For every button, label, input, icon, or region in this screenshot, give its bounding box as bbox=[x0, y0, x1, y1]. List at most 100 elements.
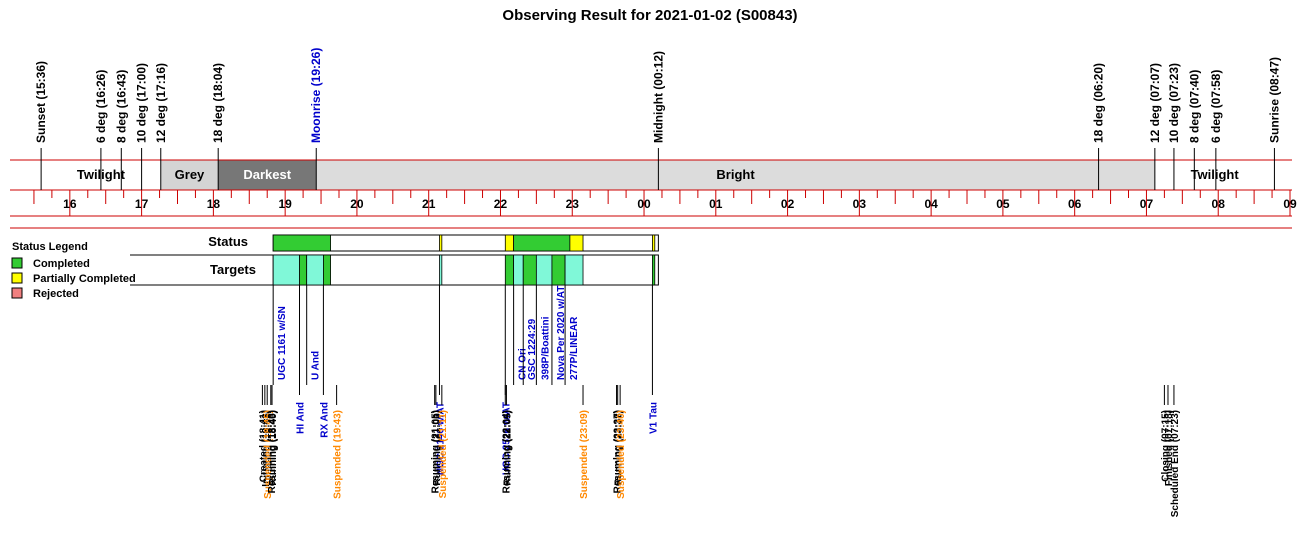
event-label-6: Resuming (21:05) bbox=[431, 410, 442, 493]
sky-band-1 bbox=[160, 160, 219, 190]
hour-tick-label-04: 04 bbox=[924, 197, 938, 211]
hour-tick-label-07: 07 bbox=[1140, 197, 1154, 211]
target-label-9: Nova Per 2020 w/AT bbox=[556, 286, 567, 380]
legend-label-2: Rejected bbox=[33, 288, 79, 300]
hour-tick-label-08: 08 bbox=[1212, 197, 1226, 211]
hour-tick-label-02: 02 bbox=[781, 197, 795, 211]
hour-tick-label-09: 09 bbox=[1283, 197, 1297, 211]
hour-tick-label-19: 19 bbox=[278, 197, 292, 211]
target-segment-10 bbox=[564, 254, 584, 286]
status-segment-5 bbox=[652, 234, 656, 252]
hour-tick-label-17: 17 bbox=[135, 197, 149, 211]
hour-tick-label-01: 01 bbox=[709, 197, 723, 211]
chart-title: Observing Result for 2021-01-02 (S00843) bbox=[502, 7, 797, 24]
target-label-7: GSC 1224:29 bbox=[527, 318, 538, 380]
event-label-11: Suspended (23:09) bbox=[579, 410, 590, 499]
targets-row-label: Targets bbox=[210, 262, 256, 277]
target-label-4: NGC 2146 w/AT bbox=[435, 402, 446, 475]
sky-marker-label-13: Sunrise (08:47) bbox=[1267, 57, 1281, 143]
hour-tick-label-20: 20 bbox=[350, 197, 364, 211]
sky-band-4 bbox=[1154, 160, 1275, 190]
sky-marker-label-3: 10 deg (17:00) bbox=[135, 63, 149, 143]
status-segment-0 bbox=[272, 234, 331, 252]
sky-band-label-4: Twilight bbox=[1191, 167, 1240, 182]
status-segment-3 bbox=[513, 234, 571, 252]
status-segment-4 bbox=[569, 234, 584, 252]
target-segment-9 bbox=[551, 254, 566, 286]
status-segment-1 bbox=[439, 234, 443, 252]
target-label-11: V1 Tau bbox=[648, 402, 659, 434]
target-segment-6 bbox=[513, 254, 524, 286]
event-label-9: Resuming (22:04) bbox=[501, 410, 512, 493]
sky-markers: Sunset (15:36) 6 deg (16:26) 8 deg (16:43)… bbox=[34, 48, 1281, 190]
hour-tick-label-03: 03 bbox=[853, 197, 867, 211]
sky-marker-label-1: 6 deg (16:26) bbox=[94, 70, 108, 143]
event-label-7: Running (21:06) bbox=[432, 410, 443, 486]
legend-label-1: Partially Completed bbox=[33, 273, 136, 285]
status-segment-2 bbox=[504, 234, 515, 252]
sky-band-2 bbox=[218, 160, 317, 190]
time-axis: 16 17 18 19 20 21 22 23 00 01 02 03 04 05 06 07 08 09 bbox=[10, 190, 1297, 229]
target-label-6: UGC 2526 w/AT bbox=[501, 402, 512, 475]
target-segment-2 bbox=[306, 254, 324, 286]
target-segment-1 bbox=[299, 254, 308, 286]
target-label-10: 277P/LINEAR bbox=[569, 316, 580, 380]
sky-marker-label-11: 8 deg (07:40) bbox=[1187, 70, 1201, 143]
event-label-0: Created (18:41) bbox=[258, 410, 269, 482]
target-label-2: HI And bbox=[296, 402, 307, 434]
sky-band-label-1: Grey bbox=[175, 167, 205, 182]
sky-band-3 bbox=[316, 160, 1155, 190]
target-segment-8 bbox=[535, 254, 553, 286]
target-segment-4 bbox=[439, 254, 443, 286]
hour-tick-label-06: 06 bbox=[1068, 197, 1082, 211]
event-label-12: Resuming (23:37) bbox=[613, 410, 624, 493]
legend-swatch-2 bbox=[11, 287, 23, 299]
event-label-1: Initiating (18:43) bbox=[261, 410, 272, 487]
legend-title: Status Legend bbox=[12, 241, 88, 253]
target-segment-7 bbox=[522, 254, 537, 286]
event-label-14: Suspended (23:40) bbox=[616, 410, 627, 499]
legend-swatch-1 bbox=[11, 272, 23, 284]
event-label-2: Suspended (18:45) bbox=[263, 410, 274, 499]
target-label-8: 398P/Boattini bbox=[540, 316, 551, 380]
event-label-10: Running (22:05) bbox=[502, 410, 513, 486]
event-labels: Created (18:41)Initiating (18:43)Suspend… bbox=[258, 385, 1181, 517]
sky-marker-label-8: 18 deg (06:20) bbox=[1092, 63, 1106, 143]
target-segment-3 bbox=[323, 254, 331, 286]
hour-tick-label-23: 23 bbox=[566, 197, 580, 211]
targets-row bbox=[272, 254, 659, 286]
target-label-1: U And bbox=[311, 351, 322, 380]
hour-tick-label-16: 16 bbox=[63, 197, 77, 211]
sky-marker-label-10: 10 deg (07:23) bbox=[1167, 63, 1181, 143]
sky-marker-label-6: Moonrise (19:26) bbox=[309, 48, 323, 143]
sky-band-label-2: Darkest bbox=[243, 167, 291, 182]
event-label-8: Suspended (21:11) bbox=[438, 410, 449, 498]
target-segment-11 bbox=[652, 254, 656, 286]
event-label-5: Suspended (19:43) bbox=[333, 410, 344, 499]
status-target-rows: Status Targets bbox=[130, 234, 659, 286]
event-label-17: Scheduled End (07:23) bbox=[1170, 410, 1181, 517]
hour-tick-label-22: 22 bbox=[494, 197, 508, 211]
event-label-13: Running (23:38) bbox=[614, 410, 625, 486]
status-row-label: Status bbox=[208, 234, 248, 249]
target-segment-5 bbox=[504, 254, 515, 286]
target-segment-0 bbox=[272, 254, 300, 286]
target-labels: UGC 1161 w/SN U And HI And RX And NGC 2146 w… bbox=[272, 285, 659, 475]
sky-marker-label-5: 18 deg (18:04) bbox=[211, 63, 225, 143]
sky-marker-label-2: 8 deg (16:43) bbox=[114, 70, 128, 143]
sky-marker-label-4: 12 deg (17:16) bbox=[154, 63, 168, 143]
target-label-0: UGC 1161 w/SN bbox=[277, 306, 288, 380]
sky-band-label-3: Bright bbox=[716, 167, 755, 182]
sky-marker-label-0: Sunset (15:36) bbox=[34, 61, 48, 143]
status-legend: Status Legend Completed Partially Complete… bbox=[11, 241, 136, 300]
event-label-15: Closing (07:15) bbox=[1160, 410, 1171, 482]
sky-marker-label-7: Midnight (00:12) bbox=[651, 51, 665, 143]
sky-marker-label-12: 6 deg (07:58) bbox=[1209, 70, 1223, 143]
hour-tick-label-21: 21 bbox=[422, 197, 436, 211]
event-label-4: Running (18:49) bbox=[268, 410, 279, 486]
target-label-3: RX And bbox=[319, 402, 330, 438]
sky-band-group: Twilight Grey Darkest Bright Twilight bbox=[10, 159, 1292, 191]
legend-swatch-0 bbox=[11, 257, 23, 269]
hour-tick-label-18: 18 bbox=[207, 197, 221, 211]
